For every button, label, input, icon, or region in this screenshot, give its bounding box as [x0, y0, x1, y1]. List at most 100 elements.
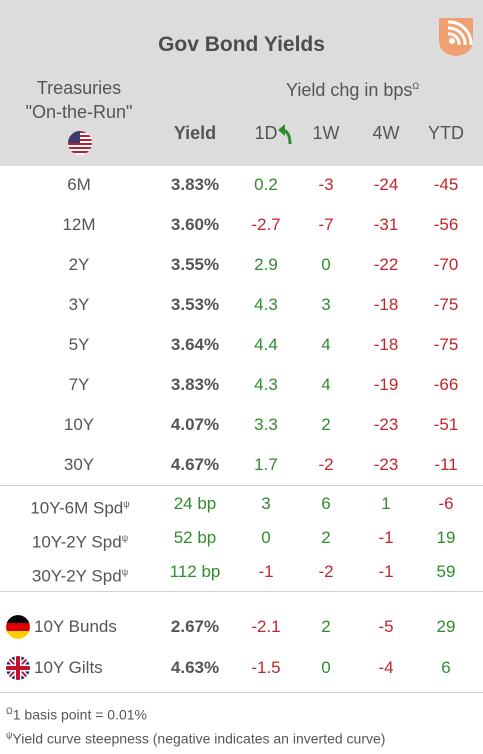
chg-4w: -1 [378, 528, 394, 547]
spread-value: 52 bp [173, 528, 217, 547]
spread-label: 30Y-2Y Spdψ [31, 566, 129, 586]
spread-label: 10Y-2Y Spdψ [31, 532, 129, 552]
spread-label: 10Y-6M Spdψ [30, 498, 130, 518]
uk-flag-icon [6, 656, 30, 680]
table-row: 10Y 4.07% 3.3 2 -23 -51 [0, 406, 483, 444]
table-row: 3Y 3.53% 4.3 3 -18 -75 [0, 286, 483, 324]
chg-ytd: -75 [433, 295, 459, 314]
yield-chg-label: Yield chg in bpsΩ [286, 80, 420, 100]
col-ytd-header: YTD [428, 123, 464, 143]
bond-label: 10Y Bunds [34, 617, 117, 636]
yield-value: 3.60% [170, 215, 220, 234]
chg-1w: 3 [321, 295, 331, 314]
maturity-label: 7Y [68, 375, 90, 394]
yield-value: 3.53% [170, 295, 220, 314]
chg-4w: 1 [381, 494, 391, 513]
maturity-label: 2Y [68, 255, 90, 274]
divider [0, 485, 483, 486]
spread-value: 24 bp [173, 494, 217, 513]
chg-1d: 4.3 [254, 295, 278, 314]
table-row: 5Y 3.64% 4.4 4 -18 -75 [0, 326, 483, 364]
chg-1w: 6 [321, 494, 331, 513]
treasuries-line2: "On-the-Run" [25, 102, 133, 122]
yield-value: 3.64% [170, 335, 220, 354]
yield-value: 4.07% [170, 415, 220, 434]
chg-1w: 0 [321, 658, 331, 677]
chg-1w: 2 [321, 617, 331, 636]
chg-ytd: -51 [433, 415, 459, 434]
curved-arrow-icon [278, 124, 292, 145]
chg-1d: -2.1 [251, 617, 281, 636]
yield-value: 3.83% [170, 175, 220, 194]
chg-1d: 1.7 [254, 455, 278, 474]
footnote-steepness: ψYield curve steepness (negative indicat… [6, 730, 386, 747]
yield-value: 3.83% [170, 375, 220, 394]
chg-1d: 4.4 [254, 335, 278, 354]
signal-logo-icon [439, 18, 473, 56]
chg-ytd: -66 [433, 375, 459, 394]
spread-row: 10Y-2Y Spdψ 52 bp 0 2 -1 19 [0, 521, 483, 555]
treasuries-label: Treasuries "On-the-Run" [18, 76, 140, 124]
chg-4w: -1 [378, 562, 394, 581]
chg-1w: -3 [318, 175, 334, 194]
chg-1w: 2 [321, 528, 331, 547]
yield-value: 4.67% [170, 455, 220, 474]
col-1w-header: 1W [312, 123, 340, 143]
chg-1d: 4.3 [254, 375, 278, 394]
divider [0, 692, 483, 693]
chg-ytd: -70 [433, 255, 459, 274]
chg-ytd: -75 [433, 335, 459, 354]
chg-4w: -19 [373, 375, 399, 394]
col-yield-header: Yield [173, 123, 217, 143]
germany-flag-icon [6, 615, 30, 639]
col-1d-header: 1D [254, 123, 278, 143]
chg-4w: -5 [378, 617, 394, 636]
treasuries-line1: Treasuries [36, 78, 122, 98]
chg-4w: -22 [373, 255, 399, 274]
spread-row: 30Y-2Y Spdψ 112 bp -1 -2 -1 59 [0, 555, 483, 589]
chg-1w: -7 [318, 215, 334, 234]
chg-4w: -23 [373, 455, 399, 474]
chg-ytd: 59 [436, 562, 456, 581]
table-row: 10Y Gilts 4.63% -1.5 0 -4 6 [0, 649, 483, 687]
chg-1w: 0 [321, 255, 331, 274]
table-row: 7Y 3.83% 4.3 4 -19 -66 [0, 366, 483, 404]
table-row: 10Y Bunds 2.67% -2.1 2 -5 29 [0, 608, 483, 646]
chg-ytd: -45 [433, 175, 459, 194]
chg-4w: -18 [373, 295, 399, 314]
chg-ytd: -11 [434, 455, 458, 474]
chg-4w: -18 [373, 335, 399, 354]
chg-ytd: 29 [436, 617, 456, 636]
table-header: Gov Bond Yields Treasuries "On-the-Run" … [0, 0, 483, 166]
chg-1d: 3.3 [254, 415, 278, 434]
maturity-label: 10Y [63, 415, 95, 434]
col-4w-header: 4W [372, 123, 400, 143]
maturity-label: 12M [62, 215, 96, 234]
spread-value: 112 bp [169, 562, 221, 581]
divider [0, 591, 483, 592]
chg-4w: -31 [373, 215, 399, 234]
chg-1w: -2 [318, 562, 334, 581]
chg-1w: -2 [318, 455, 334, 474]
chg-4w: -24 [373, 175, 399, 194]
chg-1d: -2.7 [251, 215, 281, 234]
chg-1d: 2.9 [254, 255, 278, 274]
spread-row: 10Y-6M Spdψ 24 bp 3 6 1 -6 [0, 487, 483, 521]
chg-1d: -1 [258, 562, 274, 581]
chg-1w: 4 [321, 375, 331, 394]
chg-ytd: -56 [433, 215, 459, 234]
yield-value: 4.63% [170, 658, 220, 677]
maturity-label: 6M [67, 175, 91, 194]
chg-1d: -1.5 [251, 658, 281, 677]
chg-4w: -23 [373, 415, 399, 434]
chg-1d: 0.2 [254, 175, 278, 194]
chg-1w: 4 [321, 335, 331, 354]
yield-value: 3.55% [170, 255, 220, 274]
table-row: 30Y 4.67% 1.7 -2 -23 -11 [0, 446, 483, 484]
chg-1d: 0 [261, 528, 271, 547]
chg-ytd: 6 [441, 658, 451, 677]
chg-4w: -4 [378, 658, 394, 677]
chg-ytd: -6 [438, 494, 454, 513]
footnote-basis-point: Ω1 basis point = 0.01% [6, 706, 147, 723]
maturity-label: 3Y [68, 295, 90, 314]
